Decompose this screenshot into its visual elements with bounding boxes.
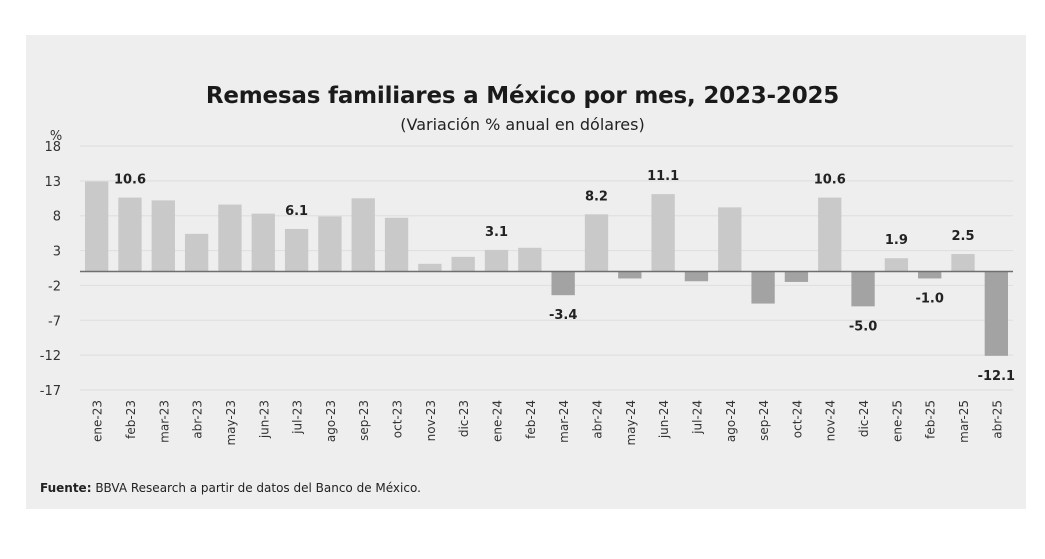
bars [84,181,1009,356]
bar-mar-23 [151,200,175,272]
x-tick-label: abr-24 [590,400,604,439]
x-tick-label: oct-23 [391,400,405,438]
x-tick-label: may-23 [224,400,238,446]
x-tick-label: jul-24 [690,400,704,435]
x-tick-label: abr-23 [191,400,205,439]
data-label-abr-25: -12.1 [978,369,1015,384]
data-label-dic-24: -5.0 [849,319,877,334]
x-axis-ticks: ene-23 feb-23 mar-23 abr-23 may-23 jun-23 jul-… [91,400,1005,446]
x-tick-label: ago-24 [724,400,738,442]
data-label-mar-24: -3.4 [549,308,577,323]
bar-jul-23 [284,228,309,272]
chart-subtitle: (Variación % anual en dólares) [400,115,645,134]
bar-sep-23 [351,198,375,272]
x-tick-label: mar-25 [957,400,971,443]
bar-oct-24 [784,271,809,282]
x-tick-label: ago-23 [324,400,338,442]
bar-dic-23 [451,256,475,272]
y-tick-label: -2 [48,279,61,294]
bar-ago-24 [718,207,742,272]
x-tick-label: sep-23 [357,400,371,441]
y-axis-ticks: 18 13 8 3 -2 -7 -12 -17 [40,140,61,399]
x-tick-label: jul-23 [291,400,305,435]
bar-abr-23 [184,233,209,272]
source-note: Fuente: BBVA Research a partir de datos … [40,481,421,495]
y-axis-label: % [50,129,62,144]
bar-nov-24 [818,197,842,272]
bar-sep-24 [751,271,775,304]
bar-oct-23 [384,217,409,272]
source-text: BBVA Research a partir de datos del Banc… [91,481,421,495]
source-label: Fuente: [40,481,92,495]
bar-mar-25 [951,254,975,272]
data-label-ene-24: 3.1 [485,225,508,240]
y-tick-label: 13 [44,175,61,190]
bar-ene-24 [484,249,509,272]
data-label-jul-23: 6.1 [285,204,308,219]
bar-ene-25 [884,258,909,272]
bar-mar-24 [551,271,575,296]
x-tick-label: ene-25 [890,400,904,442]
x-tick-label: may-24 [624,400,638,446]
bar-abr-25 [984,271,1009,356]
x-tick-label: ene-23 [91,400,105,442]
bar-jun-24 [651,194,675,272]
x-tick-label: mar-24 [557,400,571,443]
bar-dic-24 [851,271,875,307]
bar-jul-24 [684,271,709,282]
x-tick-label: jun-24 [657,400,671,439]
x-tick-label: mar-23 [157,400,171,443]
bar-may-23 [218,204,242,272]
y-tick-label: 8 [53,210,61,225]
data-labels: 10.6 6.1 3.1 -3.4 8.2 11.1 10.6 -5.0 1.9 -1.0 2.5 -… [114,169,1015,384]
bar-ago-23 [318,216,342,272]
x-tick-label: sep-24 [757,400,771,441]
chart-title: Remesas familiares a México por mes, 202… [205,83,840,109]
data-label-feb-25: -1.0 [915,291,943,306]
data-label-feb-23: 10.6 [114,173,146,188]
x-tick-label: dic-23 [457,400,471,437]
bar-may-24 [618,271,642,279]
bar-jun-23 [251,213,275,272]
bar-feb-23 [118,197,142,272]
y-tick-label: -17 [40,384,61,399]
y-tick-label: 18 [44,140,61,155]
x-tick-label: oct-24 [790,400,804,438]
y-tick-label: -12 [40,349,61,364]
data-label-abr-24: 8.2 [585,189,608,204]
data-label-jun-24: 11.1 [647,169,679,184]
bar-ene-23 [84,181,109,272]
x-tick-label: abr-25 [990,400,1004,439]
bar-feb-24 [518,247,542,272]
data-label-mar-25: 2.5 [952,229,975,244]
x-tick-label: nov-23 [424,400,438,441]
x-tick-label: feb-25 [924,400,938,439]
x-tick-label: jun-23 [257,400,271,439]
x-tick-label: nov-24 [824,400,838,441]
y-tick-label: 3 [53,245,61,260]
bar-abr-24 [584,214,609,272]
x-tick-label: feb-24 [524,400,538,439]
data-label-nov-24: 10.6 [814,173,846,188]
data-label-ene-25: 1.9 [885,233,908,248]
x-tick-label: dic-24 [857,400,871,437]
bar-nov-23 [418,263,442,272]
bar-feb-25 [918,271,942,279]
x-tick-label: ene-24 [491,400,505,442]
y-tick-label: -7 [48,314,61,329]
x-tick-label: feb-23 [124,400,138,439]
